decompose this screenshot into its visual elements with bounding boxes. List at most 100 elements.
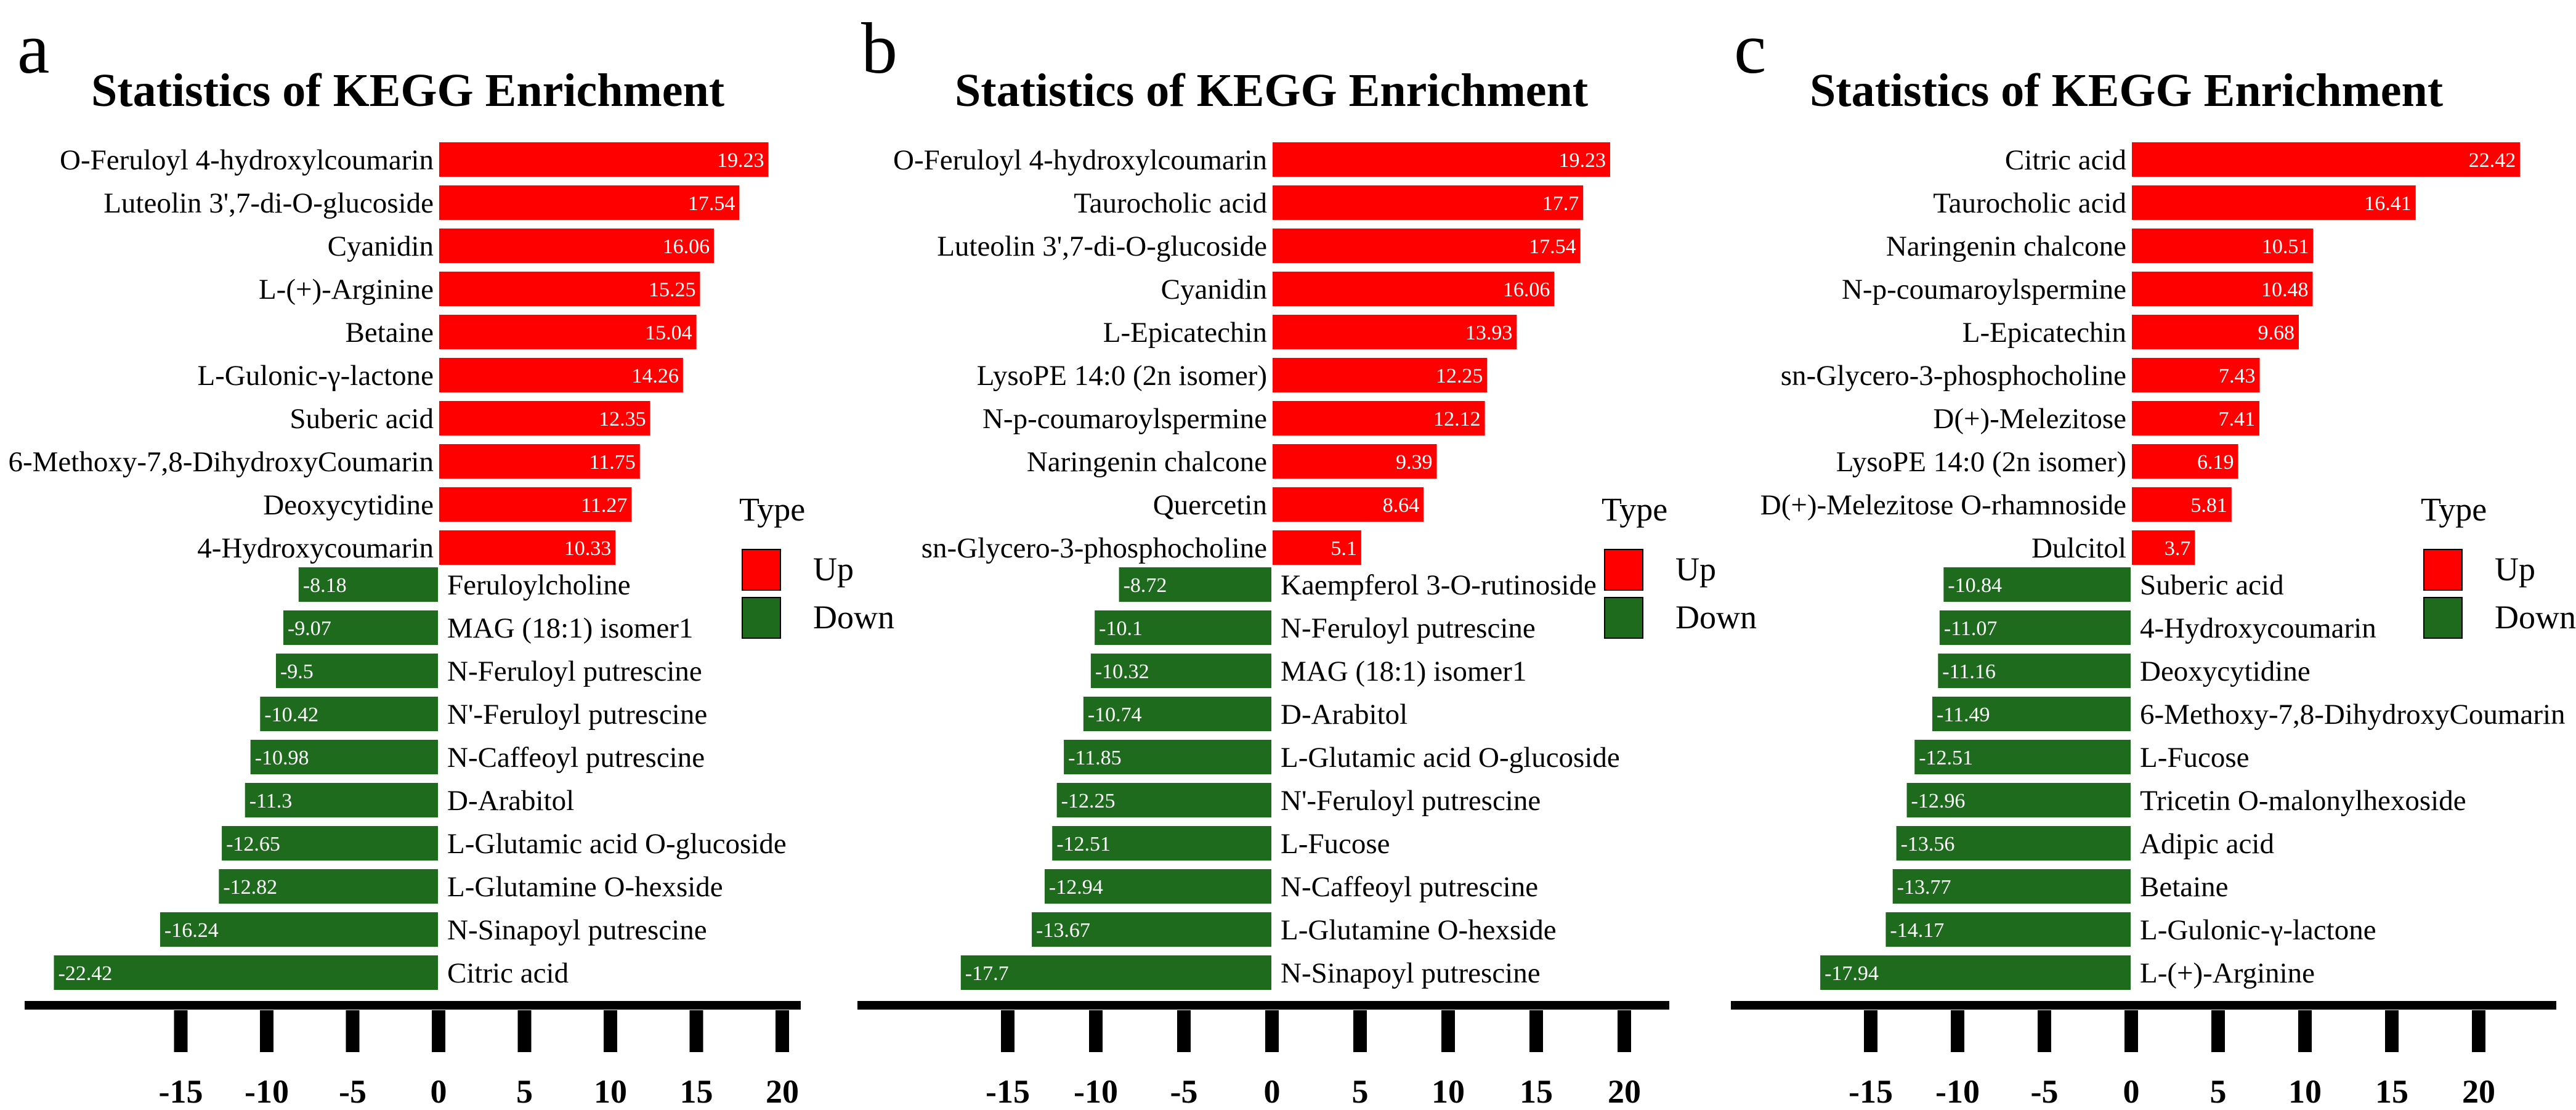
down-category-label: Kaempferol 3-O-rutinoside <box>1281 569 1597 601</box>
up-category-label: 6-Methoxy-7,8-DihydroxyCoumarin <box>8 446 434 478</box>
down-value-label: -12.65 <box>226 833 280 856</box>
down-bar <box>1093 609 1273 646</box>
down-bar-group: 4-Hydroxycoumarin -11.07 <box>1938 609 2376 646</box>
down-bar-group: L-Glutamine O-hexside -12.82 <box>217 868 723 905</box>
down-bar-group: Tricetin O-malonylhexoside -12.96 <box>1905 782 2466 819</box>
up-bar <box>2131 486 2233 523</box>
down-value-label: -12.51 <box>1056 833 1111 856</box>
down-category-label: N-Sinapoyl putrescine <box>447 914 707 946</box>
x-tick-mark <box>2298 1010 2312 1052</box>
up-bar-group: 4-Hydroxycoumarin 10.33 <box>197 529 617 566</box>
down-bar-group: Feruloylcholine -8.18 <box>297 566 631 603</box>
legend-title: Type <box>1602 491 1667 528</box>
up-value-label: 10.51 <box>2262 235 2309 258</box>
down-category-label: N'-Feruloyl putrescine <box>1281 785 1541 817</box>
down-value-label: -14.17 <box>1890 919 1944 942</box>
legend-swatch-down <box>2423 597 2463 639</box>
up-value-label: 3.7 <box>2165 537 2191 560</box>
down-value-label: -16.24 <box>164 919 219 942</box>
up-category-label: Suberic acid <box>290 403 434 435</box>
up-value-label: 22.42 <box>2469 149 2516 172</box>
down-bar <box>1895 825 2132 862</box>
down-bar <box>1938 609 2132 646</box>
x-axis: -15 -10 -5 0 5 10 15 20 <box>857 1001 1669 1110</box>
up-bar <box>2131 529 2197 566</box>
up-value-label: 17.7 <box>1542 192 1579 215</box>
panel-a: a Statistics of KEGG Enrichment O-Feruloyl… <box>8 8 894 1110</box>
up-bar <box>2131 357 2261 394</box>
x-tick-label: 20 <box>2462 1073 2495 1110</box>
up-bar-group: Taurocholic acid 17.7 <box>1074 184 1585 221</box>
up-bar-group: sn-Glycero-3-phosphocholine 7.43 <box>1781 357 2261 394</box>
down-category-label: MAG (18:1) isomer1 <box>1281 655 1526 687</box>
up-bar <box>2131 141 2522 178</box>
up-bar <box>438 486 633 523</box>
up-bar-group: Cyanidin 16.06 <box>328 227 716 264</box>
x-tick-mark <box>1441 1010 1455 1052</box>
x-tick-label: -15 <box>986 1073 1030 1110</box>
down-value-label: -12.82 <box>223 876 277 899</box>
down-bar <box>274 652 439 689</box>
down-bar <box>1051 825 1273 862</box>
x-tick-label: 10 <box>1432 1073 1465 1110</box>
legend-title: Type <box>2421 491 2487 528</box>
up-bar-group: Betaine 15.04 <box>345 314 698 350</box>
down-bar-group: N-Caffeoyl putrescine -12.94 <box>1043 868 1538 905</box>
up-bar-group: O-Feruloyl 4-hydroxylcoumarin 19.23 <box>893 141 1611 178</box>
down-category-label: L-Glutamic acid O-glucoside <box>447 828 787 860</box>
down-value-label: -11.3 <box>249 790 293 812</box>
down-value-label: -13.77 <box>1897 876 1951 899</box>
panel-b: b Statistics of KEGG Enrichment O-Feruloyl… <box>857 8 1757 1110</box>
up-value-label: 5.81 <box>2190 494 2227 517</box>
up-bar-group: O-Feruloyl 4-hydroxylcoumarin 19.23 <box>60 141 770 178</box>
up-value-label: 15.04 <box>645 322 692 344</box>
x-tick-label: 10 <box>594 1073 627 1110</box>
up-bar-group: L-Gulonic-γ-lactone 14.26 <box>197 357 684 394</box>
legend-label-down: Down <box>813 599 894 636</box>
down-value-label: -11.85 <box>1068 747 1122 769</box>
x-axis-line <box>1731 1001 2556 1010</box>
down-value-label: -9.5 <box>280 660 314 683</box>
down-bar-group: L-Gulonic-γ-lactone -14.17 <box>1884 911 2376 948</box>
down-bar-group: Suberic acid -10.84 <box>1942 566 2284 603</box>
x-tick-label: -15 <box>159 1073 203 1110</box>
down-bar <box>221 825 439 862</box>
up-category-label: N-p-coumaroylspermine <box>1842 273 2126 306</box>
down-bar-group: N-Sinapoyl putrescine -16.24 <box>158 911 707 948</box>
legend-swatch-up <box>1604 549 1643 591</box>
up-bar <box>438 227 716 264</box>
up-bar <box>1271 141 1611 178</box>
up-bar <box>1271 486 1425 523</box>
up-category-label: Citric acid <box>2005 144 2126 176</box>
x-tick-label: -10 <box>245 1073 289 1110</box>
down-bar-group: Betaine -13.77 <box>1891 868 2229 905</box>
down-value-label: -10.1 <box>1099 617 1143 640</box>
x-tick-label: 5 <box>516 1073 533 1110</box>
down-bar <box>1089 652 1273 689</box>
down-value-label: -11.49 <box>1937 703 1990 726</box>
down-bar-group: N'-Feruloyl putrescine -12.25 <box>1055 782 1541 819</box>
down-bar-group: N-Caffeoyl putrescine -10.98 <box>249 739 705 776</box>
up-bar <box>1271 270 1556 307</box>
up-category-label: Betaine <box>345 317 434 349</box>
down-bar <box>1905 782 2132 819</box>
up-bar-group: L-(+)-Arginine 15.25 <box>259 270 702 307</box>
x-tick-mark <box>432 1010 445 1052</box>
x-tick-mark <box>1618 1010 1631 1052</box>
down-bar-group: N'-Feruloyl putrescine -10.42 <box>259 695 707 732</box>
down-bar-group: N-Sinapoyl putrescine -17.7 <box>959 954 1541 991</box>
up-value-label: 13.93 <box>1465 322 1513 344</box>
up-value-label: 7.43 <box>2219 365 2256 387</box>
down-category-label: N-Sinapoyl putrescine <box>1281 957 1541 989</box>
down-category-label: N-Caffeoyl putrescine <box>1281 871 1538 903</box>
down-value-label: -13.67 <box>1036 919 1090 942</box>
up-category-label: D(+)-Melezitose O-rhamnoside <box>1760 489 2126 521</box>
x-tick-mark <box>1089 1010 1103 1052</box>
x-tick-label: 10 <box>2288 1073 2322 1110</box>
x-axis: -15 -10 -5 0 5 10 15 20 <box>1731 1001 2556 1110</box>
down-value-label: -17.7 <box>965 962 1009 985</box>
up-bar-group: Cyanidin 16.06 <box>1161 270 1556 307</box>
up-bar-group: 6-Methoxy-7,8-DihydroxyCoumarin 11.75 <box>8 443 641 480</box>
